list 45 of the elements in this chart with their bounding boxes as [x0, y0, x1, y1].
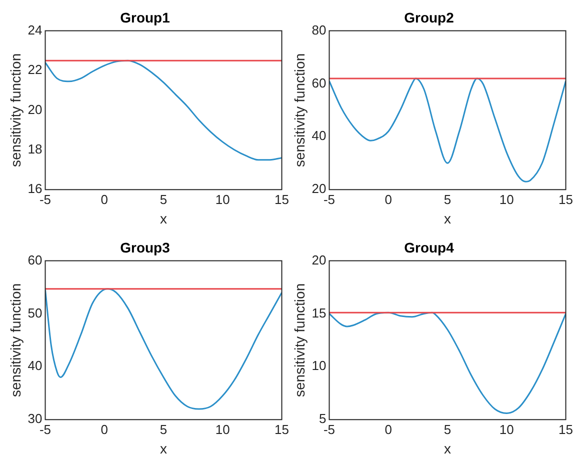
y-tick-label: 15: [312, 305, 326, 320]
x-tick-label: 0: [100, 192, 108, 207]
x-tick-label: 5: [444, 422, 452, 437]
x-tick-label: 15: [274, 192, 290, 207]
x-tick-label: 0: [384, 192, 392, 207]
x-tick-label: 0: [384, 422, 392, 437]
y-tick-label: 40: [28, 358, 42, 374]
x-tick-label: 10: [499, 422, 514, 437]
chart-title: Group2: [404, 9, 454, 26]
x-tick-label: 15: [558, 192, 574, 207]
chart-title: Group1: [120, 9, 170, 26]
x-tick-label: 5: [444, 192, 452, 207]
x-tick-label: 10: [215, 422, 230, 437]
y-tick-label: 20: [28, 102, 42, 117]
x-tick-label: 5: [160, 192, 168, 207]
y-tick-label: 60: [28, 252, 42, 268]
x-tick-label: 15: [558, 422, 574, 437]
y-axis-title: sensitivity function: [291, 283, 308, 398]
y-tick-label: 60: [312, 75, 326, 90]
x-tick-label: 5: [160, 422, 168, 437]
x-tick-label: 10: [499, 192, 514, 207]
y-tick-label: 40: [312, 128, 326, 144]
line-series: [45, 60, 282, 161]
line-series: [45, 288, 282, 410]
line-series: [329, 312, 566, 414]
y-axis-title: sensitivity function: [7, 283, 24, 398]
line-series: [329, 78, 566, 182]
y-axis-title: sensitivity function: [7, 53, 24, 168]
y-tick-label: 10: [312, 358, 326, 374]
x-axis-title: x: [444, 210, 452, 226]
chart-title: Group3: [120, 239, 170, 256]
x-axis-title: x: [160, 210, 168, 226]
chart-title: Group4: [404, 239, 454, 256]
y-tick-label: 20: [312, 252, 326, 268]
y-axis-title: sensitivity function: [291, 53, 308, 168]
x-tick-label: 0: [100, 422, 108, 437]
x-tick-label: 15: [274, 422, 290, 437]
y-tick-label: 18: [28, 141, 42, 156]
y-tick-label: 50: [28, 305, 42, 320]
x-tick-label: 10: [215, 192, 230, 207]
y-tick-label: 80: [312, 22, 326, 38]
x-axis-title: x: [160, 440, 168, 456]
y-tick-label: 24: [28, 22, 42, 38]
y-tick-label: 22: [28, 62, 42, 78]
x-axis-title: x: [444, 440, 452, 456]
